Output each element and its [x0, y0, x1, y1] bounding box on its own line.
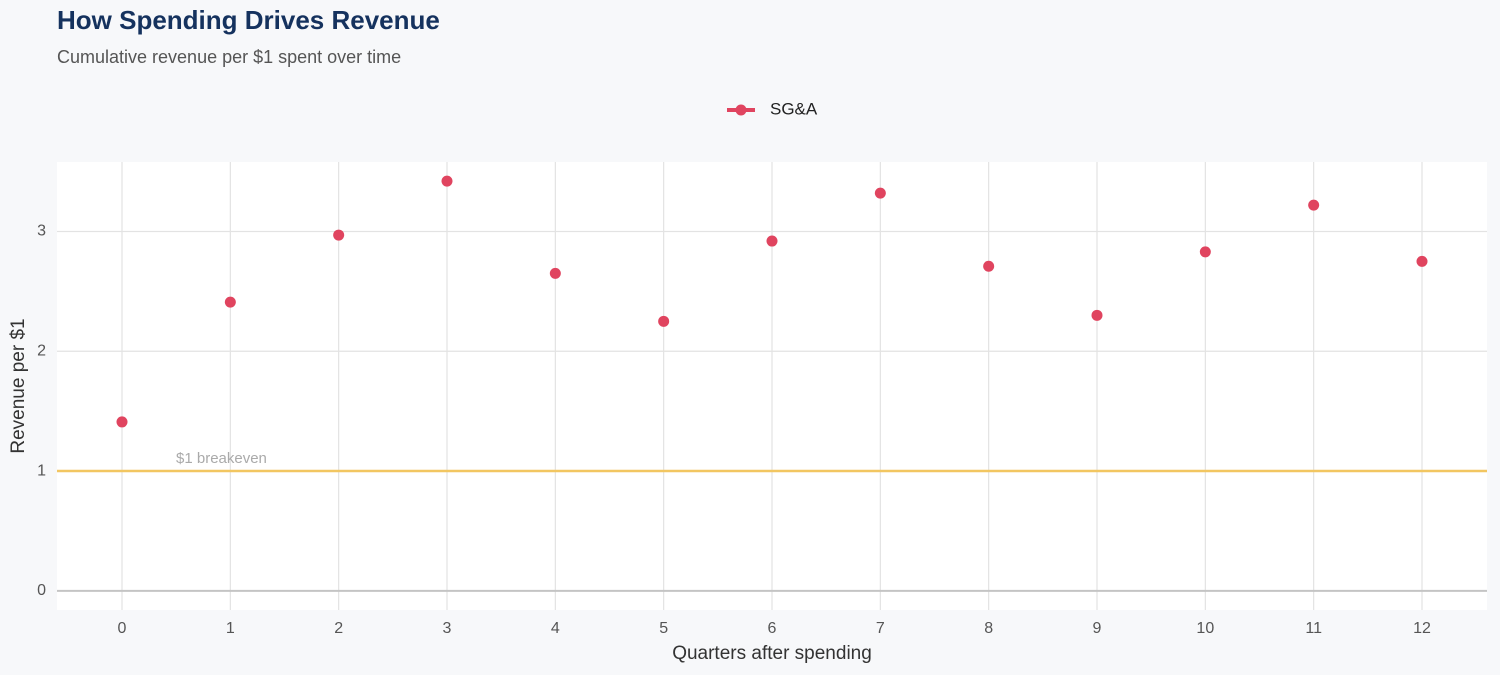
- data-point: [549, 267, 561, 279]
- y-axis-label: Revenue per $1: [8, 318, 29, 453]
- chart-subtitle: Cumulative revenue per $1 spent over tim…: [57, 47, 401, 67]
- x-tick-label: 1: [226, 620, 235, 637]
- x-axis-label: Quarters after spending: [672, 643, 872, 664]
- data-point: [441, 175, 453, 187]
- chart-title: How Spending Drives Revenue: [57, 5, 440, 35]
- y-tick-label: 0: [37, 582, 46, 599]
- x-tick-label: 8: [984, 620, 993, 637]
- x-tick-label: 10: [1196, 620, 1214, 637]
- data-point: [1091, 309, 1103, 321]
- x-tick-label: 2: [334, 620, 343, 637]
- data-point: [1308, 199, 1320, 211]
- x-tick-label: 5: [659, 620, 668, 637]
- data-point: [333, 229, 345, 241]
- reference-label: $1 breakeven: [176, 450, 267, 467]
- y-tick-label: 1: [37, 462, 46, 479]
- data-point: [658, 315, 670, 327]
- x-tick-label: 7: [876, 620, 885, 637]
- legend-marker: [735, 104, 747, 116]
- x-tick-label: 0: [118, 620, 127, 637]
- data-point: [1199, 246, 1211, 258]
- x-tick-label: 3: [443, 620, 452, 637]
- y-tick-label: 2: [37, 342, 46, 359]
- data-point: [1416, 255, 1428, 267]
- x-tick-label: 4: [551, 620, 560, 637]
- y-tick-label: 3: [37, 223, 46, 240]
- x-tick-label: 9: [1093, 620, 1102, 637]
- data-point: [766, 235, 778, 247]
- data-point: [874, 187, 886, 199]
- data-point: [224, 296, 236, 308]
- x-tick-label: 12: [1413, 620, 1431, 637]
- x-tick-label: 6: [768, 620, 777, 637]
- data-point: [116, 416, 128, 428]
- data-point: [983, 260, 995, 272]
- legend-label: SG&A: [770, 99, 818, 118]
- x-tick-label: 11: [1305, 620, 1322, 637]
